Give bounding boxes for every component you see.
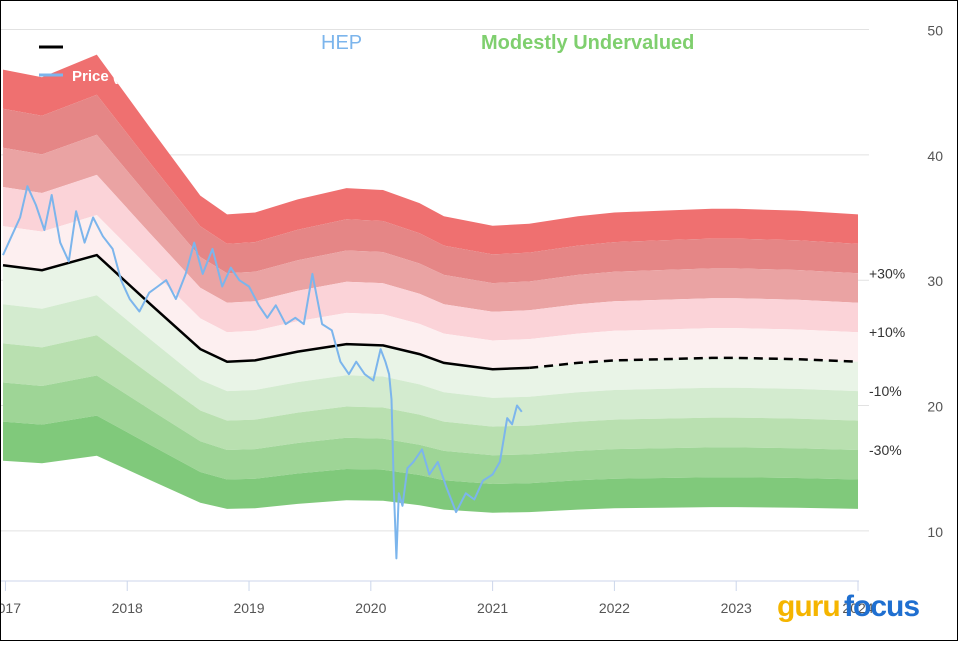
y-tick-label: 30	[927, 273, 943, 289]
valuation-band	[3, 335, 858, 456]
y-tick-label: 50	[927, 23, 943, 39]
price-line	[2, 185, 523, 560]
y-tick-label: 40	[927, 148, 943, 164]
logo-focus-text: focus	[844, 590, 919, 623]
x-tick-label: 2020	[355, 600, 386, 616]
x-tick-label: 2023	[721, 600, 752, 616]
x-tick-label: 2019	[233, 600, 264, 616]
ticker-title: HEP	[321, 32, 362, 54]
y-tick-label: 20	[927, 399, 943, 415]
y-tick-label: 10	[927, 524, 943, 540]
band-label: -10%	[869, 383, 902, 399]
value-line	[2, 253, 530, 371]
x-tick-label: 2022	[599, 600, 630, 616]
valuation-band	[3, 54, 858, 255]
valuation-status: Modestly Undervalued	[481, 32, 694, 54]
value-projection-line	[529, 356, 859, 370]
x-tick-label: 2024	[842, 600, 873, 616]
chart-svg: 10 20 30 40 50 +30% +10% -10% -30% 2017 2018 2019…	[1, 23, 943, 623]
x-tick-label: 2018	[112, 600, 143, 616]
valuation-band	[3, 295, 858, 427]
valuation-band	[3, 375, 858, 484]
band-label: -30%	[869, 442, 902, 458]
band-label: +10%	[869, 324, 905, 340]
valuation-band	[3, 94, 858, 284]
valuation-band	[3, 415, 858, 513]
valuation-band	[3, 215, 858, 370]
band-label: +30%	[869, 265, 905, 281]
logo-guru-text: guru	[777, 590, 840, 623]
chart-frame: 10 20 30 40 50 +30% +10% -10% -30% 2017 2018 2019…	[0, 0, 958, 641]
x-tick-label: 2017	[1, 600, 21, 616]
legend-price-label[interactable]: Price (U	[72, 68, 129, 85]
valuation-band	[3, 255, 858, 398]
gurufocus-logo: guru focus	[777, 590, 920, 623]
legend-value-label[interactable]: V	[103, 40, 113, 57]
valuation-band	[3, 174, 858, 341]
x-tick-label: 2021	[477, 600, 508, 616]
